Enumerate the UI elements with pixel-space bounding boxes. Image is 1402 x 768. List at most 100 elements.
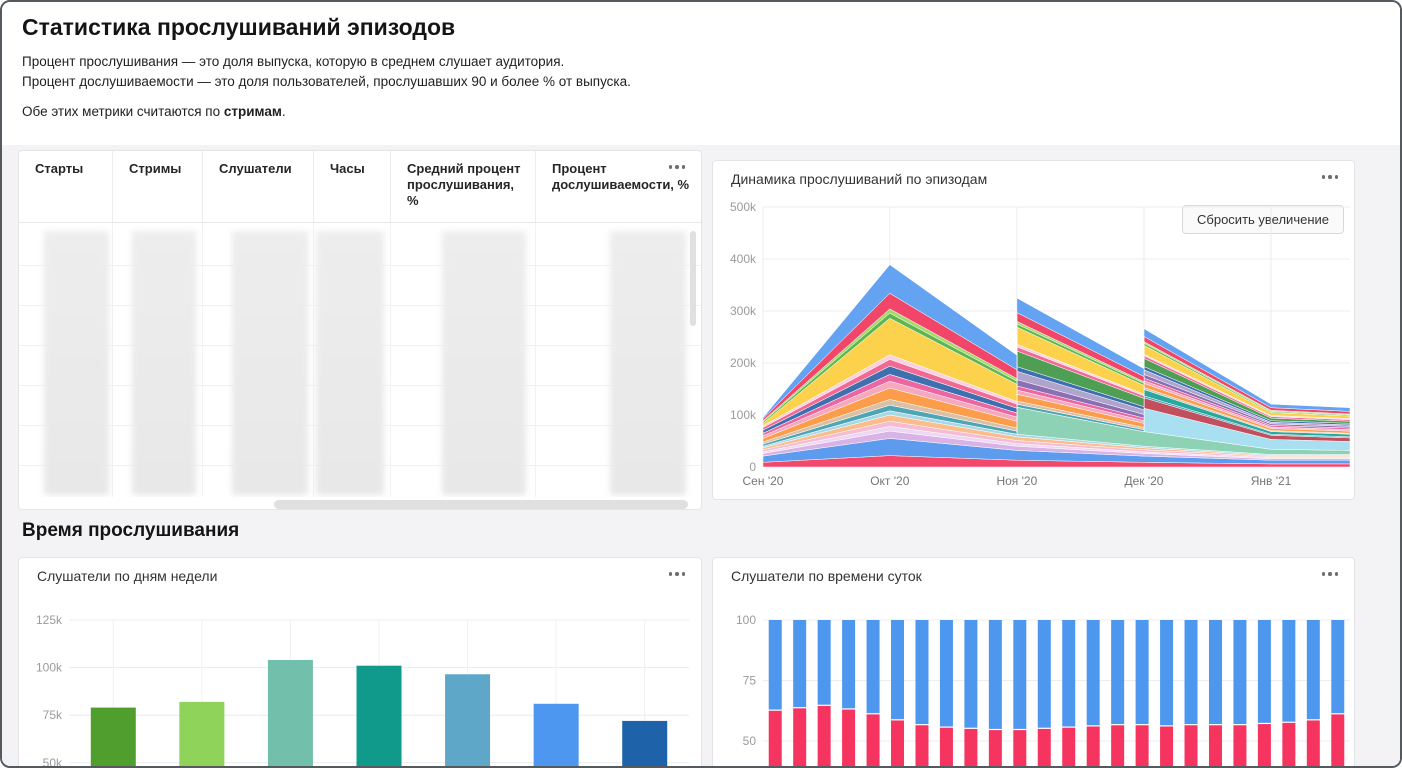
daytime-bar-bottom-19[interactable] xyxy=(1208,725,1222,768)
daytime-bar-top-13[interactable] xyxy=(1062,620,1076,727)
column-header-6[interactable]: Процент дослушиваемости, % xyxy=(536,151,703,223)
daytime-bar-top-8[interactable] xyxy=(939,620,953,727)
svg-text:200k: 200k xyxy=(730,356,757,370)
daytime-bar-bottom-11[interactable] xyxy=(1013,730,1027,768)
daytime-bar-top-3[interactable] xyxy=(817,620,831,705)
daytime-bar-bottom-12[interactable] xyxy=(1037,728,1051,768)
daytime-bar-bottom-17[interactable] xyxy=(1160,726,1174,768)
reset-zoom-button[interactable]: Сбросить увеличение xyxy=(1182,205,1344,234)
weekday-bar-6[interactable] xyxy=(533,703,579,768)
weekday-bar-1[interactable] xyxy=(90,707,136,768)
daytime-bar-bottom-15[interactable] xyxy=(1111,725,1125,768)
daytime-bar-top-14[interactable] xyxy=(1086,620,1100,726)
daytime-bar-bottom-6[interactable] xyxy=(891,720,905,768)
column-header-3[interactable]: Слушатели xyxy=(203,151,314,223)
daytime-bar-top-16[interactable] xyxy=(1135,620,1149,725)
episode-dynamics-svg[interactable]: 0 100k 200k 300k 400k 500k Сен '20 Окт '20 Ноя '… xyxy=(713,161,1356,501)
svg-text:100k: 100k xyxy=(730,408,757,422)
daytime-bar-bottom-24[interactable] xyxy=(1331,714,1345,768)
page-title: Статистика прослушиваний эпизодов xyxy=(22,14,456,40)
episode-dynamics-menu-button[interactable] xyxy=(1321,175,1338,179)
table-menu-button[interactable] xyxy=(668,165,685,169)
note-prefix: Обе этих метрики считаются по xyxy=(22,104,224,119)
daytime-bar-top-4[interactable] xyxy=(842,620,856,709)
svg-text:100: 100 xyxy=(736,613,756,627)
weekday-bar-2[interactable] xyxy=(179,701,225,768)
svg-text:125k: 125k xyxy=(36,613,63,627)
daytime-bar-top-5[interactable] xyxy=(866,620,880,714)
svg-text:0: 0 xyxy=(749,460,756,474)
daytime-bar-top-12[interactable] xyxy=(1037,620,1051,728)
svg-text:Дек '20: Дек '20 xyxy=(1124,474,1163,488)
column-header-4[interactable]: Часы xyxy=(314,151,391,223)
daytime-bar-top-7[interactable] xyxy=(915,620,929,725)
episodes-table-panel: Старты Стримы Слушатели Часы Средний процент… xyxy=(18,150,703,510)
daytime-bar-top-23[interactable] xyxy=(1306,620,1320,720)
daytime-bar-top-9[interactable] xyxy=(964,620,978,728)
listening-time-heading: Время прослушивания xyxy=(22,520,240,541)
daytime-bar-bottom-14[interactable] xyxy=(1086,726,1100,768)
daytime-bar-bottom-20[interactable] xyxy=(1233,725,1247,768)
redacted-cell-data xyxy=(132,231,196,495)
table-vertical-scrollbar[interactable] xyxy=(690,231,696,326)
daytime-bar-bottom-23[interactable] xyxy=(1306,720,1320,768)
daytime-bar-top-17[interactable] xyxy=(1160,620,1174,726)
note-bold-term: стримам xyxy=(223,104,282,119)
column-header-2[interactable]: Стримы xyxy=(113,151,203,223)
daytime-bar-bottom-9[interactable] xyxy=(964,728,978,768)
daytime-bar-bottom-18[interactable] xyxy=(1184,725,1198,768)
daytime-bar-top-21[interactable] xyxy=(1257,620,1271,723)
svg-text:300k: 300k xyxy=(730,304,757,318)
weekday-listeners-svg[interactable]: 50k 75k 100k 125k xyxy=(19,558,703,768)
svg-text:400k: 400k xyxy=(730,252,757,266)
weekday-bar-7[interactable] xyxy=(622,720,668,768)
daytime-bar-bottom-22[interactable] xyxy=(1282,722,1296,768)
daytime-bar-bottom-10[interactable] xyxy=(988,730,1002,768)
daytime-bar-bottom-7[interactable] xyxy=(915,725,929,768)
daytime-bar-bottom-3[interactable] xyxy=(817,705,831,768)
description-note: Обе этих метрики считаются по стримам. xyxy=(22,104,286,119)
svg-text:100k: 100k xyxy=(36,661,63,675)
description-line-1: Процент прослушивания — это доля выпуска… xyxy=(22,54,565,69)
column-header-1[interactable]: Старты xyxy=(19,151,113,223)
daytime-bar-top-10[interactable] xyxy=(988,620,1002,729)
daytime-bar-bottom-16[interactable] xyxy=(1135,725,1149,768)
daytime-bar-bottom-5[interactable] xyxy=(866,714,880,768)
daytime-bar-top-15[interactable] xyxy=(1111,620,1125,725)
daytime-bar-top-19[interactable] xyxy=(1208,620,1222,725)
svg-text:75k: 75k xyxy=(43,708,63,722)
svg-text:Ноя '20: Ноя '20 xyxy=(996,474,1037,488)
daytime-bar-bottom-1[interactable] xyxy=(768,710,782,768)
column-header-5[interactable]: Средний процент прослушивания, % xyxy=(391,151,536,223)
table-column-separator xyxy=(313,223,314,497)
weekday-listeners-panel: Слушатели по дням недели 50k 75k 100k 125k xyxy=(18,557,703,768)
daytime-bar-top-6[interactable] xyxy=(891,620,905,720)
daytime-bar-top-2[interactable] xyxy=(793,620,807,708)
daytime-listeners-menu-button[interactable] xyxy=(1321,572,1338,576)
weekday-bar-3[interactable] xyxy=(267,659,313,768)
daytime-bar-top-1[interactable] xyxy=(768,620,782,710)
daytime-bar-top-18[interactable] xyxy=(1184,620,1198,725)
weekday-bar-5[interactable] xyxy=(445,674,491,768)
table-column-separator xyxy=(202,223,203,497)
daytime-bar-bottom-13[interactable] xyxy=(1062,727,1076,768)
daytime-bar-bottom-2[interactable] xyxy=(793,708,807,768)
daytime-bar-top-11[interactable] xyxy=(1013,620,1027,729)
daytime-bar-bottom-8[interactable] xyxy=(939,727,953,768)
daytime-bar-bottom-21[interactable] xyxy=(1257,724,1271,768)
table-horizontal-scrollbar[interactable] xyxy=(274,500,688,509)
daytime-bar-bottom-4[interactable] xyxy=(842,709,856,768)
area-band xyxy=(762,264,1351,420)
weekday-bar-4[interactable] xyxy=(356,665,402,768)
daytime-listeners-svg[interactable]: 50 75 100 xyxy=(713,558,1356,768)
daytime-listeners-title: Слушатели по времени суток xyxy=(731,568,922,584)
description-line-2: Процент дослушиваемости — это доля польз… xyxy=(22,74,631,89)
daytime-bar-top-24[interactable] xyxy=(1331,620,1345,714)
svg-text:Янв '21: Янв '21 xyxy=(1251,474,1292,488)
daytime-bar-top-22[interactable] xyxy=(1282,620,1296,722)
episodes-table-body xyxy=(19,223,701,497)
redacted-cell-data xyxy=(442,231,526,495)
daytime-bar-top-20[interactable] xyxy=(1233,620,1247,725)
weekday-listeners-menu-button[interactable] xyxy=(668,572,685,576)
